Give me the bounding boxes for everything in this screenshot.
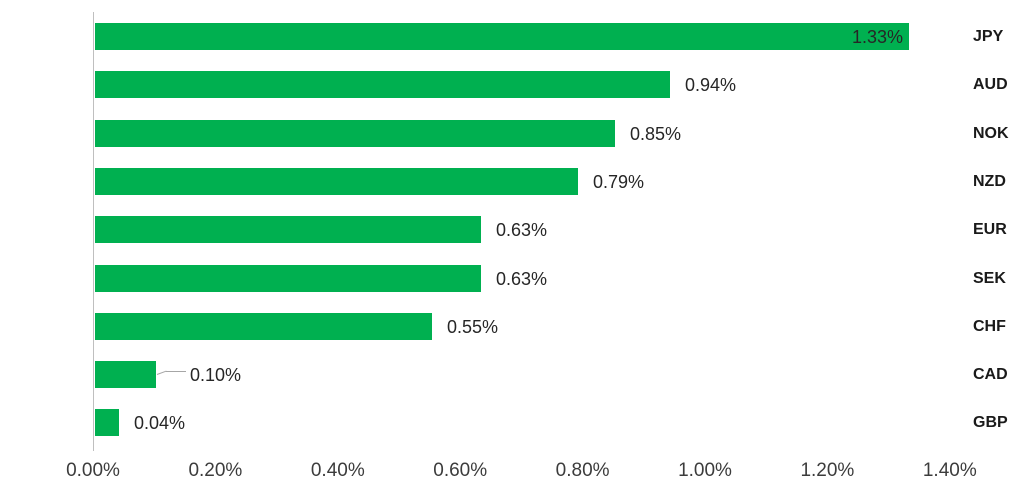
value-label-chf: 0.55% bbox=[447, 316, 499, 337]
value-label-aud: 0.94% bbox=[685, 74, 737, 95]
bar-sek bbox=[95, 265, 481, 292]
leader-line bbox=[166, 370, 186, 372]
value-label-eur: 0.63% bbox=[496, 219, 548, 240]
value-label-cad: 0.10% bbox=[190, 364, 242, 385]
category-label-chf: CHF bbox=[973, 317, 1006, 335]
x-tick-label-0: 0.00% bbox=[66, 460, 120, 481]
value-label-gbp: 0.04% bbox=[134, 412, 186, 433]
bar-chf bbox=[95, 313, 432, 340]
x-tick-label-4: 0.80% bbox=[555, 460, 610, 481]
value-label-jpy: 1.33% bbox=[851, 26, 903, 47]
category-label-jpy: JPY bbox=[973, 27, 1004, 45]
category-label-gbp: GBP bbox=[973, 413, 1008, 431]
x-tick-label-5: 1.00% bbox=[678, 460, 732, 481]
bar-jpy bbox=[95, 23, 909, 50]
category-axis-line bbox=[93, 12, 94, 451]
value-label-nzd: 0.79% bbox=[593, 171, 645, 192]
category-label-sek: SEK bbox=[973, 269, 1006, 287]
bar-cad bbox=[95, 361, 156, 388]
bar-nzd bbox=[95, 168, 578, 195]
bar-nok bbox=[95, 120, 615, 147]
category-label-eur: EUR bbox=[973, 220, 1007, 238]
bar-aud bbox=[95, 71, 670, 98]
x-tick-label-6: 1.20% bbox=[800, 460, 855, 481]
x-tick-label-1: 0.20% bbox=[188, 460, 243, 481]
value-label-nok: 0.85% bbox=[630, 123, 682, 144]
bar-eur bbox=[95, 216, 481, 243]
category-label-nzd: NZD bbox=[973, 172, 1006, 190]
category-label-cad: CAD bbox=[973, 365, 1008, 383]
x-tick-label-3: 0.60% bbox=[433, 460, 488, 481]
x-tick-label-2: 0.40% bbox=[310, 460, 365, 481]
category-label-aud: AUD bbox=[973, 75, 1008, 93]
x-tick-label-7: 1.40% bbox=[922, 460, 977, 481]
category-label-nok: NOK bbox=[973, 124, 1009, 142]
value-label-sek: 0.63% bbox=[496, 268, 548, 289]
bar-gbp bbox=[95, 409, 119, 436]
